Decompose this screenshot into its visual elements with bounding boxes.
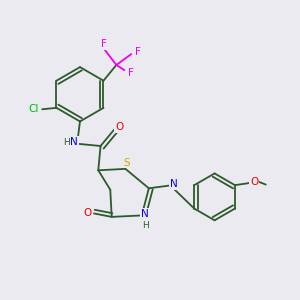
Text: H: H [63, 138, 70, 147]
Text: Cl: Cl [28, 104, 39, 114]
Text: F: F [128, 68, 134, 78]
Text: O: O [250, 177, 258, 187]
Text: N: N [70, 137, 78, 147]
Text: F: F [135, 47, 140, 57]
Text: S: S [124, 158, 130, 168]
Text: O: O [83, 208, 91, 218]
Text: N: N [141, 209, 149, 219]
Text: N: N [170, 179, 178, 189]
Text: F: F [101, 39, 107, 49]
Text: H: H [142, 221, 148, 230]
Text: O: O [115, 122, 124, 132]
